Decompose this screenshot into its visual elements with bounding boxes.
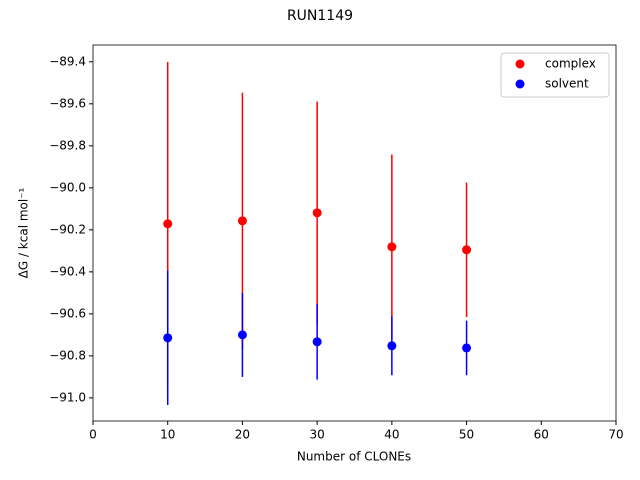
point bbox=[237, 330, 247, 340]
legend-label: solvent bbox=[545, 77, 589, 91]
y-tick-label: −89.8 bbox=[49, 138, 86, 152]
point bbox=[387, 341, 397, 351]
y-tick-label: −90.4 bbox=[49, 264, 86, 278]
legend-marker bbox=[515, 59, 525, 69]
x-tick-label: 50 bbox=[459, 428, 474, 442]
x-tick-label: 70 bbox=[608, 428, 623, 442]
plot-frame bbox=[92, 44, 617, 422]
y-axis-label: ΔG / kcal mol⁻¹ bbox=[17, 187, 31, 278]
point bbox=[312, 337, 322, 347]
x-tick-label: 30 bbox=[310, 428, 325, 442]
y-tick-label: −91.0 bbox=[49, 390, 86, 404]
point bbox=[462, 245, 472, 255]
y-tick-label: −90.6 bbox=[49, 306, 86, 320]
x-tick-label: 10 bbox=[160, 428, 175, 442]
legend-label: complex bbox=[545, 57, 596, 71]
x-tick-label: 40 bbox=[384, 428, 399, 442]
point bbox=[387, 242, 397, 252]
chart-title: RUN1149 bbox=[287, 8, 353, 24]
point bbox=[312, 208, 322, 218]
y-tick-label: −90.0 bbox=[49, 180, 86, 194]
x-axis-label: Number of CLONEs bbox=[297, 450, 411, 464]
point bbox=[163, 219, 173, 229]
x-tick-label: 0 bbox=[89, 428, 97, 442]
y-tick-label: −90.8 bbox=[49, 348, 86, 362]
point bbox=[462, 343, 472, 353]
point bbox=[237, 216, 247, 226]
y-tick-label: −90.2 bbox=[49, 222, 86, 236]
y-tick-label: −89.6 bbox=[49, 96, 86, 110]
legend-box bbox=[500, 52, 610, 98]
x-tick-label: 20 bbox=[235, 428, 250, 442]
point bbox=[163, 333, 173, 343]
y-tick-label: −89.4 bbox=[49, 54, 86, 68]
x-tick-label: 60 bbox=[534, 428, 549, 442]
legend-marker bbox=[515, 79, 525, 89]
